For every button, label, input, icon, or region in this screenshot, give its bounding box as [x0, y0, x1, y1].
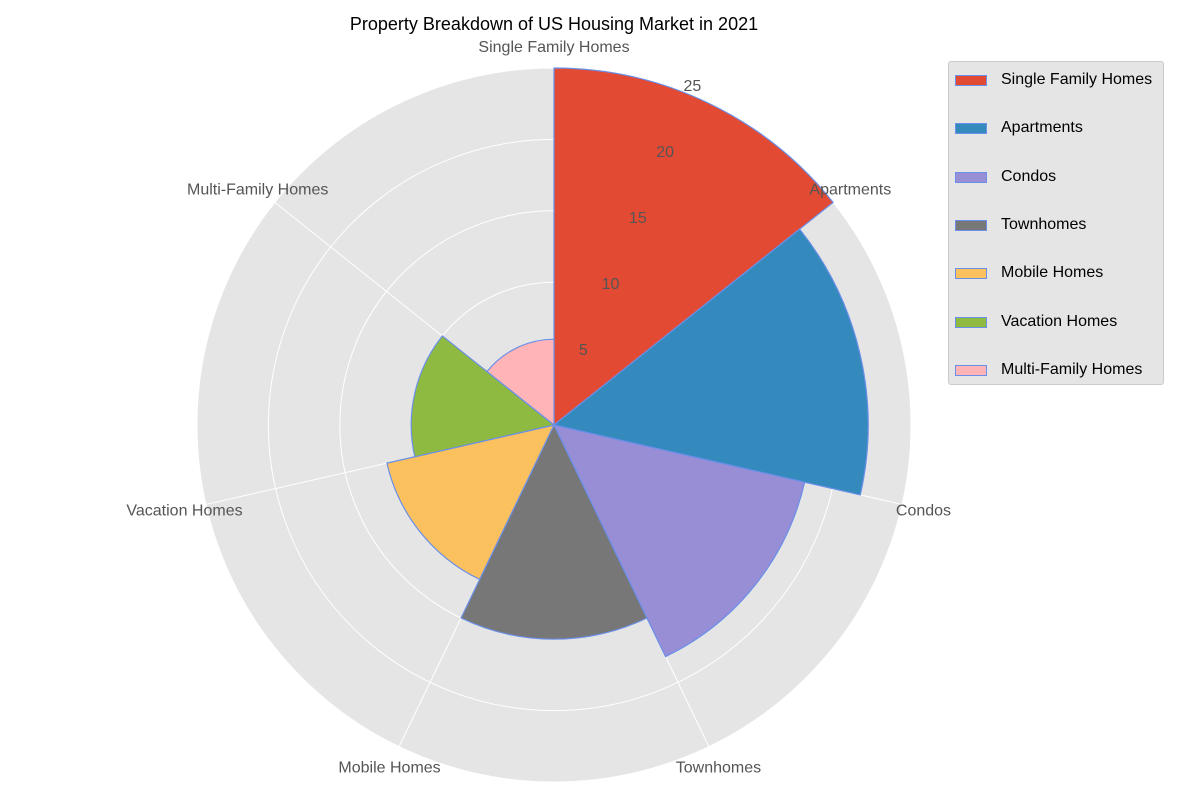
legend: Single Family Homes Apartments Condos Townh… [948, 61, 1164, 385]
legend-label: Townhomes [1001, 216, 1086, 234]
legend-swatch [955, 172, 987, 183]
category-label: Vacation Homes [126, 502, 242, 519]
radial-tick-label: 10 [602, 276, 620, 293]
legend-label: Multi-Family Homes [1001, 361, 1142, 379]
legend-label: Apartments [1001, 119, 1083, 137]
category-label: Mobile Homes [338, 759, 440, 776]
legend-label: Mobile Homes [1001, 264, 1103, 282]
legend-label: Vacation Homes [1001, 313, 1117, 331]
legend-item: Condos [949, 167, 1165, 189]
category-label: Condos [896, 502, 951, 519]
legend-swatch [955, 75, 987, 86]
category-label: Apartments [809, 182, 891, 199]
legend-swatch [955, 365, 987, 376]
radial-tick-label: 15 [629, 210, 647, 227]
radial-tick-label: 20 [656, 144, 674, 161]
legend-label: Single Family Homes [1001, 71, 1152, 89]
legend-item: Multi-Family Homes [949, 360, 1165, 382]
legend-item: Apartments [949, 118, 1165, 140]
category-label: Single Family Homes [478, 39, 629, 56]
legend-swatch [955, 268, 987, 279]
legend-label: Condos [1001, 168, 1056, 186]
legend-swatch [955, 123, 987, 134]
radial-tick-label: 5 [579, 342, 588, 359]
legend-item: Vacation Homes [949, 312, 1165, 334]
legend-swatch [955, 317, 987, 328]
legend-swatch [955, 220, 987, 231]
category-label: Townhomes [676, 759, 761, 776]
legend-item: Mobile Homes [949, 263, 1165, 285]
legend-item: Townhomes [949, 215, 1165, 237]
legend-item: Single Family Homes [949, 70, 1165, 92]
category-label: Multi-Family Homes [187, 182, 328, 199]
radial-tick-label: 25 [683, 78, 701, 95]
